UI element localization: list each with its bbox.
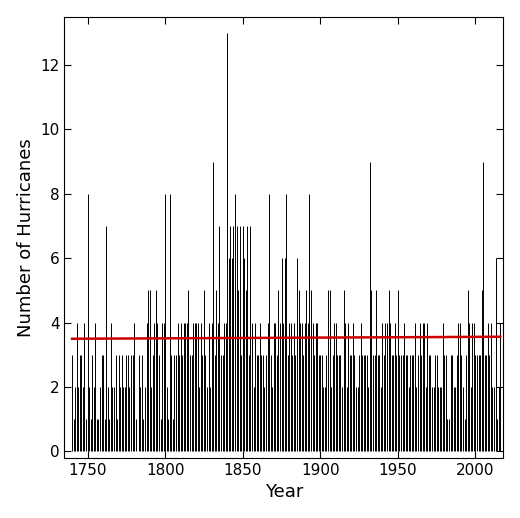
X-axis label: Year: Year — [265, 483, 303, 501]
Y-axis label: Number of Hurricanes: Number of Hurricanes — [17, 138, 35, 337]
